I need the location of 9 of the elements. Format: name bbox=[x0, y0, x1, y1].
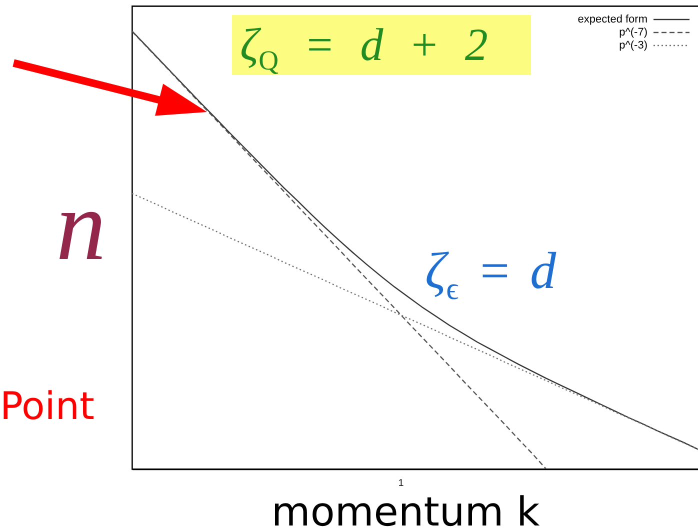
annotation: ζ$_{Q}$ = d + 2 bbox=[232, 15, 531, 76]
annotation: ζ$_{ϵ}$ = d bbox=[425, 243, 556, 306]
legend-label: p^(-3) bbox=[619, 40, 648, 52]
text: 1 bbox=[398, 478, 404, 489]
x-axis-title: momentum k bbox=[271, 490, 540, 532]
text: Point bbox=[0, 384, 94, 428]
legend-label: expected form bbox=[578, 14, 648, 26]
legend-label: p^(-7) bbox=[619, 26, 648, 38]
y-axis-title: n bbox=[56, 170, 106, 281]
